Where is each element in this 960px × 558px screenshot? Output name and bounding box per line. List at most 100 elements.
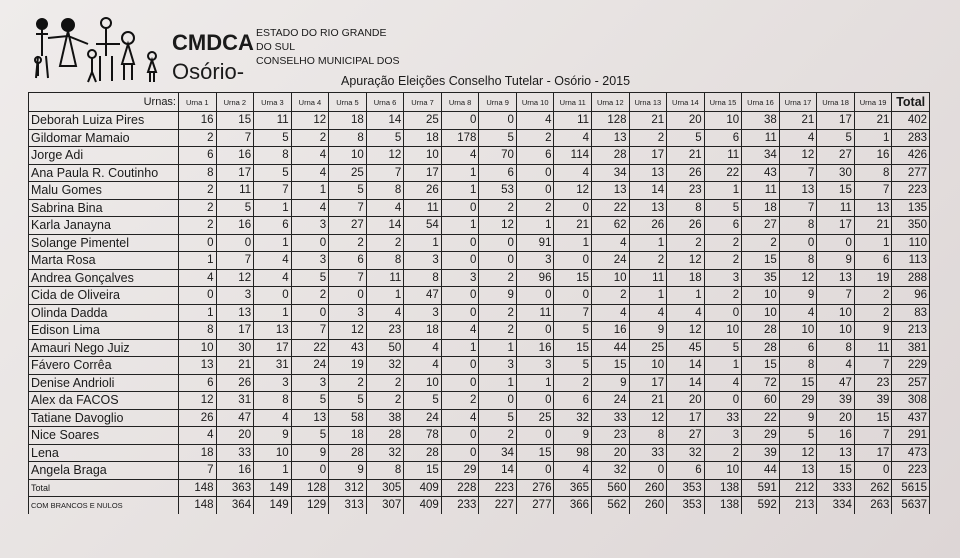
vote-cell: 18: [666, 268, 705, 287]
vote-cell: 2: [440, 391, 480, 410]
candidate-name: Marta Rosa: [28, 251, 179, 270]
vote-cell: 17: [628, 146, 668, 165]
vote-cell: 17: [853, 443, 893, 462]
vote-cell: 27: [666, 426, 705, 445]
vote-cell: 313: [328, 496, 367, 514]
vote-cell: 0: [853, 461, 893, 480]
vote-cell: 5: [403, 391, 442, 410]
vote-cell: 5: [215, 198, 255, 217]
vote-cell: 4: [778, 128, 818, 147]
vote-cell: 0: [440, 303, 480, 322]
vote-cell: 2: [365, 391, 405, 410]
candidate-name: COM BRANCOS E NULOS: [28, 496, 179, 514]
vote-cell: 1: [478, 338, 517, 357]
vote-cell: 305: [365, 478, 405, 497]
vote-cell: 2: [703, 286, 743, 305]
vote-cell: 31: [215, 391, 255, 410]
vote-cell: 1: [703, 181, 743, 200]
vote-cell: 4: [628, 303, 668, 322]
vote-cell: 34: [591, 163, 630, 182]
results-table: Urnas: Urna 1 Urna 2 Urna 3 Urna 4 Urna 5 Urn…: [28, 92, 930, 514]
vote-cell: 0: [553, 198, 593, 217]
vote-cell: 114: [553, 146, 593, 165]
vote-cell: 70: [478, 146, 517, 165]
vote-cell: 149: [253, 478, 292, 497]
vote-cell: 21: [778, 111, 818, 130]
vote-cell: 7: [328, 268, 367, 287]
vote-cell: 23: [591, 426, 630, 445]
total-cell: 229: [891, 356, 930, 375]
vote-cell: 33: [215, 443, 255, 462]
vote-cell: 33: [591, 408, 630, 427]
vote-cell: 2: [628, 251, 668, 270]
vote-cell: 4: [666, 303, 705, 322]
vote-cell: 5: [328, 181, 367, 200]
vote-cell: 25: [628, 338, 668, 357]
vote-cell: 11: [515, 303, 555, 322]
vote-cell: 1: [253, 198, 292, 217]
vote-cell: 277: [515, 496, 555, 514]
vote-cell: 3: [440, 268, 480, 287]
vote-cell: 26: [178, 408, 217, 427]
total-cell: 5615: [891, 478, 930, 497]
candidate-name: Olinda Dadda: [28, 303, 179, 322]
header-row: Urnas: Urna 1 Urna 2 Urna 3 Urna 4 Urna 5 Urn…: [28, 92, 930, 112]
vote-cell: 591: [741, 478, 780, 497]
vote-cell: 60: [741, 391, 780, 410]
vote-cell: 6: [178, 146, 217, 165]
total-cell: 110: [891, 233, 930, 252]
vote-cell: 10: [403, 373, 442, 392]
vote-cell: 262: [853, 478, 893, 497]
vote-cell: 4: [515, 111, 555, 130]
vote-cell: 8: [178, 321, 217, 340]
vote-cell: 11: [253, 111, 292, 130]
vote-cell: 24: [290, 356, 330, 375]
vote-cell: 34: [741, 146, 780, 165]
vote-cell: 2: [853, 286, 893, 305]
vote-cell: 38: [365, 408, 405, 427]
vote-cell: 14: [666, 356, 705, 375]
vote-cell: 9: [553, 426, 593, 445]
table-row: Jorge Adi 6 16 8 4 10 12 10 4 70 6 114 28 17 21 11 34 12 2…: [28, 146, 930, 165]
vote-cell: 39: [853, 391, 893, 410]
vote-cell: 128: [290, 478, 330, 497]
vote-cell: 17: [215, 321, 255, 340]
candidate-name: Lena: [28, 443, 179, 462]
table-row: Amauri Nego Juiz 10 30 17 22 43 50 4 1 1 16 15 44 25 4…: [28, 338, 930, 357]
vote-cell: 1: [440, 338, 480, 357]
candidate-name: Karla Janayna: [28, 216, 179, 235]
vote-cell: 20: [666, 391, 705, 410]
candidate-name: Edison Lima: [28, 321, 179, 340]
vote-cell: 5: [478, 408, 517, 427]
table-row: Marta Rosa 1 7 4 3 6 8 3 0 0 3 0 24 2 12 2 15 8 9 6 113: [28, 251, 930, 270]
vote-cell: 47: [403, 286, 442, 305]
vote-cell: 22: [591, 198, 630, 217]
vote-cell: 15: [553, 268, 593, 287]
vote-cell: 0: [178, 286, 217, 305]
vote-cell: 26: [666, 216, 705, 235]
vote-cell: 21: [666, 146, 705, 165]
header-line: DO SUL: [256, 41, 296, 53]
vote-cell: 10: [628, 356, 668, 375]
column-header: Urna 16: [741, 92, 780, 112]
vote-cell: 21: [628, 391, 668, 410]
vote-cell: 260: [628, 478, 668, 497]
header-line: CONSELHO MUNICIPAL DOS: [256, 55, 400, 67]
vote-cell: 2: [703, 233, 743, 252]
vote-cell: 25: [515, 408, 555, 427]
vote-cell: 5: [703, 338, 743, 357]
total-cell: 277: [891, 163, 930, 182]
vote-cell: 12: [553, 181, 593, 200]
vote-cell: 15: [816, 181, 855, 200]
vote-cell: 5: [290, 391, 330, 410]
vote-cell: 4: [290, 198, 330, 217]
vote-cell: 20: [816, 408, 855, 427]
vote-cell: 96: [515, 268, 555, 287]
vote-cell: 19: [853, 268, 893, 287]
org-acronym: CMDCA: [172, 30, 254, 55]
vote-cell: 15: [816, 461, 855, 480]
vote-cell: 213: [778, 496, 818, 514]
vote-cell: 0: [478, 251, 517, 270]
vote-cell: 13: [853, 198, 893, 217]
column-header: Urna 17: [778, 92, 818, 112]
